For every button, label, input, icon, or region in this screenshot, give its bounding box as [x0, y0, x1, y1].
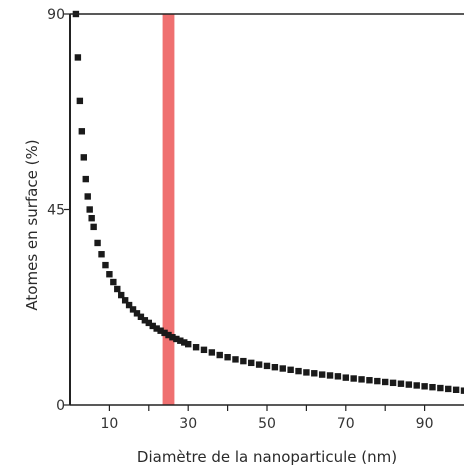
axes	[64, 13, 464, 411]
data-point	[110, 278, 117, 286]
data-point	[125, 301, 133, 309]
data-point	[86, 206, 93, 213]
x-tick-label: 50	[258, 416, 276, 432]
data-point	[208, 349, 216, 356]
data-point	[157, 327, 164, 334]
data-point	[397, 380, 405, 387]
y-tick-label: 45	[47, 203, 65, 219]
data-point	[192, 344, 200, 351]
data-point	[137, 313, 145, 321]
data-point	[121, 297, 129, 304]
data-point	[389, 379, 397, 387]
data-point	[76, 97, 84, 105]
data-point	[421, 383, 428, 390]
highlight-band-layer	[162, 14, 175, 405]
data-point	[255, 361, 263, 368]
data-point	[84, 193, 91, 200]
data-point	[460, 387, 464, 394]
data-point	[153, 325, 160, 332]
data-point	[224, 354, 231, 361]
data-point	[350, 375, 357, 382]
data-point	[88, 214, 95, 222]
data-point	[177, 337, 184, 344]
data-point	[106, 271, 113, 278]
data-point	[279, 365, 286, 372]
data-point	[165, 331, 172, 339]
data-point	[311, 370, 318, 377]
data-point	[141, 317, 149, 324]
data-point	[452, 386, 460, 393]
data-point	[334, 373, 342, 380]
data-point	[74, 54, 82, 61]
y-axis-label: Atomes en surface (%)	[23, 139, 41, 310]
data-point	[114, 285, 121, 293]
data-point	[445, 385, 452, 393]
y-tick-label: 90	[47, 7, 65, 23]
data-point	[78, 128, 86, 135]
data-point	[437, 384, 444, 392]
data-point	[145, 319, 152, 327]
data-point	[271, 364, 279, 371]
x-axis-label: Diamètre de la nanoparticule (nm)	[137, 448, 397, 466]
data-point	[303, 369, 310, 376]
data-point	[413, 382, 420, 389]
data-point	[318, 371, 326, 378]
data-point	[200, 346, 208, 354]
y-tick-label: 0	[56, 398, 65, 414]
x-tick-label: 90	[416, 416, 434, 432]
x-tick-label: 30	[179, 416, 197, 432]
x-tick-label: 70	[337, 416, 355, 432]
data-point	[216, 351, 223, 359]
data-point	[185, 340, 192, 348]
data-point	[358, 376, 365, 383]
data-point	[161, 329, 168, 337]
data-point	[240, 357, 247, 365]
data-point	[295, 367, 302, 375]
data-point	[342, 374, 349, 381]
data-point	[129, 306, 137, 313]
data-point	[366, 377, 373, 384]
x-tick-label: 10	[100, 416, 118, 432]
data-point	[263, 362, 271, 370]
data-point	[374, 377, 381, 385]
data-point	[98, 251, 105, 258]
data-point	[118, 291, 125, 299]
data-point	[326, 372, 334, 379]
tick-labels: 0 45 90 10 30 50 70 90	[47, 7, 433, 432]
data-point	[133, 310, 141, 317]
data-series	[72, 10, 464, 394]
data-point	[429, 383, 436, 391]
data-point	[149, 322, 156, 330]
data-point	[287, 366, 294, 374]
data-point	[173, 335, 180, 343]
data-point	[82, 175, 89, 183]
data-point	[94, 239, 101, 247]
data-point	[80, 154, 87, 161]
highlight-band	[162, 14, 175, 405]
data-point	[382, 378, 389, 386]
data-point	[248, 359, 255, 367]
data-point	[102, 261, 109, 269]
data-point	[232, 356, 239, 363]
data-point	[181, 339, 188, 346]
data-point	[90, 223, 97, 231]
data-point	[405, 381, 413, 388]
data-point	[169, 334, 176, 341]
